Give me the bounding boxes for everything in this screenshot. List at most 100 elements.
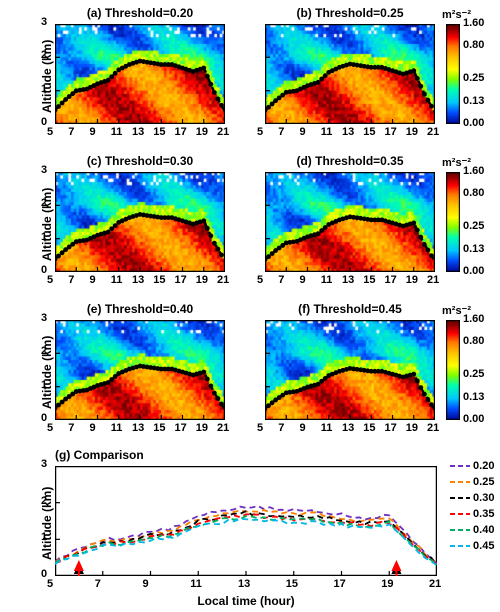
colorbar bbox=[446, 24, 460, 124]
xtick-label-g: 21 bbox=[429, 578, 441, 590]
xtick-label: 19 bbox=[406, 422, 418, 434]
ytick-label: 3 bbox=[41, 16, 47, 28]
colorbar bbox=[446, 172, 460, 272]
xtick-label: 5 bbox=[257, 274, 263, 286]
panel-title-g: (g) Comparison bbox=[55, 448, 144, 462]
panel-title-e: (e) Threshold=0.40 bbox=[55, 302, 225, 316]
xtick-label: 11 bbox=[321, 126, 333, 138]
xtick-label: 7 bbox=[278, 126, 284, 138]
xtick-label-g: 15 bbox=[286, 578, 298, 590]
xtick-label: 19 bbox=[406, 126, 418, 138]
colorbar bbox=[446, 320, 460, 420]
xtick-label: 13 bbox=[132, 422, 144, 434]
colorbar-tick: 0.25 bbox=[463, 220, 484, 232]
xtick-label: 17 bbox=[175, 422, 187, 434]
ytick-label-g: 0 bbox=[41, 568, 47, 580]
xtick-label: 15 bbox=[363, 274, 375, 286]
xtick-label: 21 bbox=[217, 126, 229, 138]
colorbar-tick: 0.00 bbox=[463, 413, 484, 425]
ytick-label: 0 bbox=[41, 116, 47, 128]
xtick-label: 13 bbox=[132, 126, 144, 138]
xtick-label: 7 bbox=[68, 274, 74, 286]
legend-item-4: 0.40 bbox=[450, 524, 494, 536]
xtick-label: 9 bbox=[90, 274, 96, 286]
ytick-label-g: 3 bbox=[41, 458, 47, 470]
xtick-label: 9 bbox=[300, 126, 306, 138]
legend-item-0: 0.20 bbox=[450, 460, 494, 472]
xtick-label-g: 13 bbox=[238, 578, 250, 590]
colorbar-tick: 0.80 bbox=[463, 39, 484, 51]
comparison-line-0 bbox=[55, 506, 437, 564]
comparison-line-2 bbox=[55, 511, 437, 565]
heatmap-f bbox=[265, 320, 435, 420]
xtick-label: 19 bbox=[196, 274, 208, 286]
xtick-label: 15 bbox=[153, 422, 165, 434]
ytick-label: 0 bbox=[41, 412, 47, 424]
ytick-label: 3 bbox=[41, 164, 47, 176]
xtick-label: 5 bbox=[257, 422, 263, 434]
ytick-label: 0 bbox=[41, 264, 47, 276]
y-axis-label-g: Altitude (km) bbox=[40, 480, 54, 560]
colorbar-tick: 0.25 bbox=[463, 368, 484, 380]
colorbar-tick: 0.80 bbox=[463, 335, 484, 347]
xtick-label: 19 bbox=[406, 274, 418, 286]
arrow-1 bbox=[391, 548, 401, 574]
xtick-label: 21 bbox=[427, 422, 439, 434]
xtick-label: 17 bbox=[175, 126, 187, 138]
y-axis-label: Altitude (km) bbox=[40, 329, 54, 409]
panel-title-b: (b) Threshold=0.25 bbox=[265, 6, 435, 20]
colorbar-tick: 1.60 bbox=[463, 17, 484, 29]
colorbar-tick: 0.13 bbox=[463, 95, 484, 107]
comparison-svg bbox=[55, 466, 437, 576]
xtick-label: 15 bbox=[153, 126, 165, 138]
arrow-tri-1 bbox=[391, 560, 401, 571]
xtick-label: 7 bbox=[68, 126, 74, 138]
xtick-label: 17 bbox=[385, 126, 397, 138]
arrow-0 bbox=[74, 548, 84, 574]
xtick-label: 15 bbox=[153, 274, 165, 286]
comparison-line-1 bbox=[55, 510, 437, 564]
xtick-label: 21 bbox=[217, 422, 229, 434]
xtick-label: 13 bbox=[342, 274, 354, 286]
xtick-label: 5 bbox=[47, 422, 53, 434]
xtick-label: 5 bbox=[47, 274, 53, 286]
xtick-label-g: 9 bbox=[143, 578, 149, 590]
xtick-label-g: 19 bbox=[381, 578, 393, 590]
colorbar-tick: 0.25 bbox=[463, 72, 484, 84]
xtick-label: 7 bbox=[68, 422, 74, 434]
legend-item-5: 0.45 bbox=[450, 540, 494, 552]
heatmap-b bbox=[265, 24, 435, 124]
xtick-label: 13 bbox=[342, 422, 354, 434]
xtick-label: 13 bbox=[342, 126, 354, 138]
arrow-tri-0 bbox=[74, 560, 84, 571]
xtick-label: 9 bbox=[90, 126, 96, 138]
panel-title-f: (f) Threshold=0.45 bbox=[265, 302, 435, 316]
y-axis-label: Altitude (km) bbox=[40, 181, 54, 261]
xtick-label: 17 bbox=[175, 274, 187, 286]
xtick-label-g: 7 bbox=[95, 578, 101, 590]
colorbar-tick: 0.13 bbox=[463, 391, 484, 403]
comparison-line-4 bbox=[55, 516, 437, 565]
legend-item-1: 0.25 bbox=[450, 476, 494, 488]
xtick-label: 19 bbox=[196, 126, 208, 138]
y-axis-label: Altitude (km) bbox=[40, 33, 54, 113]
xtick-label: 21 bbox=[427, 274, 439, 286]
xtick-label: 11 bbox=[321, 274, 333, 286]
figure-root: (a) Threshold=0.205791113151719210123Alt… bbox=[0, 0, 500, 612]
x-axis-label-g: Local time (hour) bbox=[55, 594, 437, 608]
colorbar-tick: 0.80 bbox=[463, 187, 484, 199]
xtick-label: 13 bbox=[132, 274, 144, 286]
ytick-label: 3 bbox=[41, 312, 47, 324]
xtick-label: 11 bbox=[321, 422, 333, 434]
xtick-label: 7 bbox=[278, 274, 284, 286]
xtick-label: 21 bbox=[217, 274, 229, 286]
xtick-label: 17 bbox=[385, 422, 397, 434]
xtick-label: 11 bbox=[111, 274, 123, 286]
xtick-label-g: 17 bbox=[334, 578, 346, 590]
comparison-line-5 bbox=[55, 519, 437, 566]
colorbar-tick: 0.00 bbox=[463, 265, 484, 277]
heatmap-d bbox=[265, 172, 435, 272]
colorbar-tick: 0.13 bbox=[463, 243, 484, 255]
colorbar-tick: 0.00 bbox=[463, 117, 484, 129]
xtick-label: 21 bbox=[427, 126, 439, 138]
